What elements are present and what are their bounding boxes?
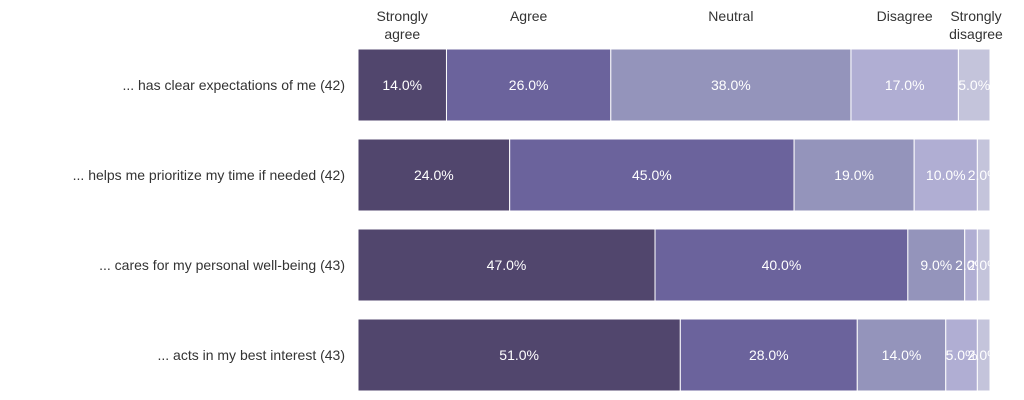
column-header-line: Disagree: [877, 8, 933, 24]
data-label: 2.0%: [968, 347, 1000, 363]
bar-segment-neutral: [856, 318, 947, 392]
data-label: 38.0%: [711, 77, 751, 93]
bar-row: ... helps me prioritize my time if neede…: [73, 138, 1000, 212]
category-label: ... acts in my best interest (43): [157, 347, 345, 363]
data-label: 10.0%: [926, 167, 966, 183]
bar-rows: ... has clear expectations of me (42) 14.…: [73, 48, 1000, 392]
column-header-line: Strongly: [377, 8, 428, 24]
bar-segment-strongly-agree: [357, 318, 681, 392]
data-label: 14.0%: [882, 347, 922, 363]
bar-segment-strongly-disagree: [976, 228, 991, 302]
data-label: 40.0%: [762, 257, 802, 273]
column-header-line: Agree: [510, 8, 548, 24]
bar-row: ... has clear expectations of me (42) 14.…: [122, 48, 991, 122]
column-headers: Strongly agree Agree Neutral Disagree Strongl…: [377, 8, 1004, 42]
column-header-line: agree: [384, 26, 420, 42]
bar-segment-strongly-disagree: [976, 318, 991, 392]
data-label: 5.0%: [946, 347, 978, 363]
bar-segment-strongly-disagree: [976, 138, 991, 212]
data-label: 5.0%: [958, 77, 990, 93]
bar-segment-strongly-agree: [357, 228, 656, 302]
bar-segment-agree: [654, 228, 909, 302]
bar-segment-neutral: [907, 228, 966, 302]
column-header-line: Strongly: [950, 8, 1001, 24]
bar-segment-neutral: [793, 138, 915, 212]
bar-segment-strongly-agree: [357, 138, 511, 212]
data-label: 45.0%: [632, 167, 672, 183]
bar-segment-neutral: [610, 48, 852, 122]
bar-segment-strongly-disagree: [957, 48, 991, 122]
bar-segment-agree: [679, 318, 858, 392]
data-label: 19.0%: [834, 167, 874, 183]
column-header-line: disagree: [949, 26, 1003, 42]
data-label: 26.0%: [509, 77, 549, 93]
column-header-strongly-disagree: Strongly disagree: [949, 8, 1003, 42]
data-label: 9.0%: [920, 257, 952, 273]
data-label: 2.0%: [968, 257, 1000, 273]
column-header-neutral: Neutral: [708, 8, 753, 24]
category-label: ... has clear expectations of me (42): [122, 77, 345, 93]
column-header-strongly-agree: Strongly agree: [377, 8, 428, 42]
data-label: 24.0%: [414, 167, 454, 183]
bar-segment-disagree: [913, 138, 978, 212]
data-label: 14.0%: [382, 77, 422, 93]
bar-segment-agree: [445, 48, 612, 122]
category-label: ... helps me prioritize my time if neede…: [73, 167, 345, 183]
column-header-disagree: Disagree: [877, 8, 933, 24]
bar-segment-agree: [509, 138, 795, 212]
bar-row: ... acts in my best interest (43) 51.0% 28…: [157, 318, 1000, 392]
data-label: 28.0%: [749, 347, 789, 363]
bar-segment-strongly-agree: [357, 48, 447, 122]
bar-row: ... cares for my personal well-being (43…: [99, 228, 1000, 302]
column-header-line: Neutral: [708, 8, 753, 24]
category-label: ... cares for my personal well-being (43…: [99, 257, 345, 273]
bar-segment-disagree: [850, 48, 959, 122]
data-label: 2.0%: [968, 167, 1000, 183]
data-label: 51.0%: [499, 347, 539, 363]
column-header-agree: Agree: [510, 8, 548, 24]
data-label: 47.0%: [487, 257, 527, 273]
data-label: 17.0%: [885, 77, 925, 93]
